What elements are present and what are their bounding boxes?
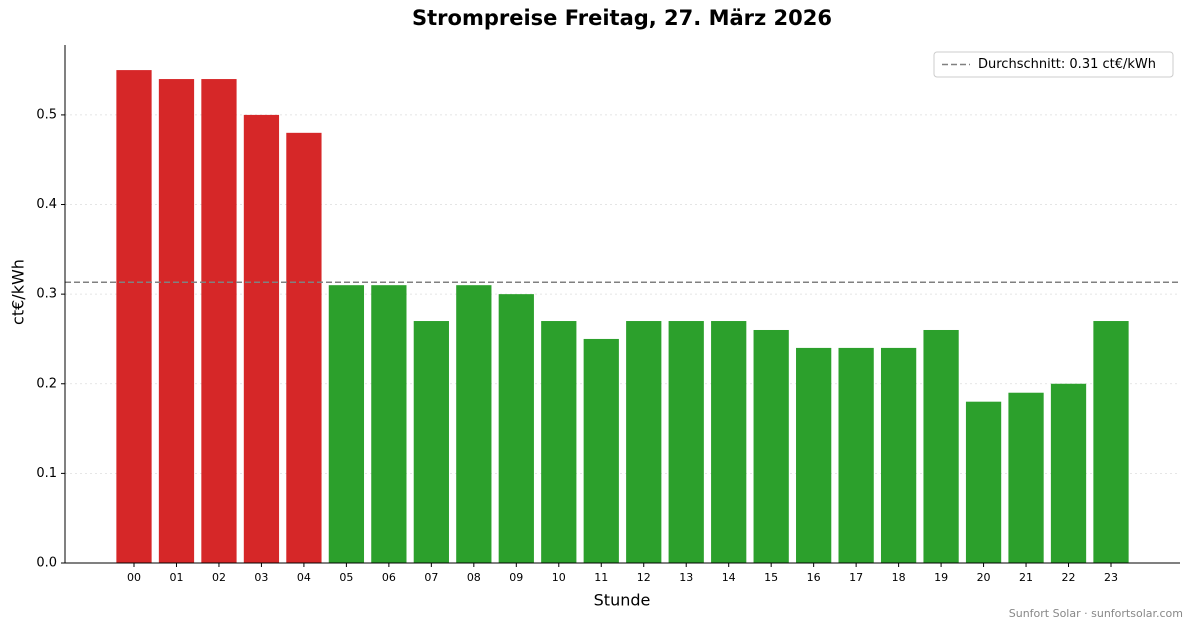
bar xyxy=(201,79,237,564)
legend-box xyxy=(933,51,1174,78)
x-tick-label: 21 xyxy=(1019,571,1033,584)
bar xyxy=(541,321,577,563)
bar xyxy=(371,285,407,563)
y-tick-label: 0.4 xyxy=(36,197,57,212)
bar xyxy=(1008,392,1044,563)
x-tick-label: 11 xyxy=(594,571,608,584)
x-tick-label: 17 xyxy=(849,571,863,584)
x-tick-label: 09 xyxy=(509,571,523,584)
x-tick-label: 14 xyxy=(722,571,736,584)
x-tick-label: 00 xyxy=(127,571,141,584)
bar xyxy=(1050,383,1087,563)
bar xyxy=(880,347,917,563)
x-tick-label: 03 xyxy=(254,571,268,584)
bar xyxy=(243,114,280,564)
x-tick-label: 01 xyxy=(169,571,183,584)
y-tick-label: 0.0 xyxy=(36,556,57,571)
bar xyxy=(456,285,492,563)
bar xyxy=(158,79,195,564)
x-tick-label: 18 xyxy=(892,571,906,584)
x-tick-label: 23 xyxy=(1104,571,1118,584)
bar xyxy=(498,294,534,563)
x-tick-label: 06 xyxy=(382,571,396,584)
x-tick-label: 04 xyxy=(297,571,311,584)
bar xyxy=(286,132,322,563)
y-tick-label: 0.5 xyxy=(36,107,57,122)
bar xyxy=(413,321,449,563)
bar xyxy=(328,285,365,563)
bar xyxy=(965,401,1002,563)
y-axis-label: ct€/kWh xyxy=(9,259,28,325)
bar xyxy=(1093,321,1129,563)
bar xyxy=(583,338,619,563)
x-tick-label: 02 xyxy=(212,571,226,584)
x-tick-label: 13 xyxy=(679,571,693,584)
x-tick-label: 07 xyxy=(424,571,438,584)
bar xyxy=(711,321,747,563)
bar xyxy=(796,347,832,563)
bar xyxy=(668,321,704,563)
x-tick-label: 22 xyxy=(1062,571,1076,584)
x-axis-label: Stunde xyxy=(594,591,651,610)
bar xyxy=(923,329,959,563)
x-tick-label: 10 xyxy=(552,571,566,584)
x-tick-label: 08 xyxy=(467,571,481,584)
chart-title: Strompreise Freitag, 27. März 2026 xyxy=(412,6,832,30)
bar xyxy=(116,70,152,564)
x-tick-label: 12 xyxy=(637,571,651,584)
y-tick-label: 0.3 xyxy=(36,287,57,302)
bar xyxy=(753,329,789,563)
bar xyxy=(838,347,874,563)
x-tick-label: 19 xyxy=(934,571,948,584)
y-tick-label: 0.1 xyxy=(36,466,57,481)
x-tick-label: 15 xyxy=(764,571,778,584)
x-tick-label: 20 xyxy=(977,571,991,584)
legend-label: Durchschnitt: 0.31 ct€/kWh xyxy=(978,57,1156,72)
x-tick-label: 05 xyxy=(339,571,353,584)
bar xyxy=(626,321,662,563)
x-tick-label: 16 xyxy=(807,571,821,584)
footer: Sunfort Solar · sunfortsolar.com xyxy=(1009,607,1183,620)
y-tick-label: 0.2 xyxy=(36,376,57,391)
